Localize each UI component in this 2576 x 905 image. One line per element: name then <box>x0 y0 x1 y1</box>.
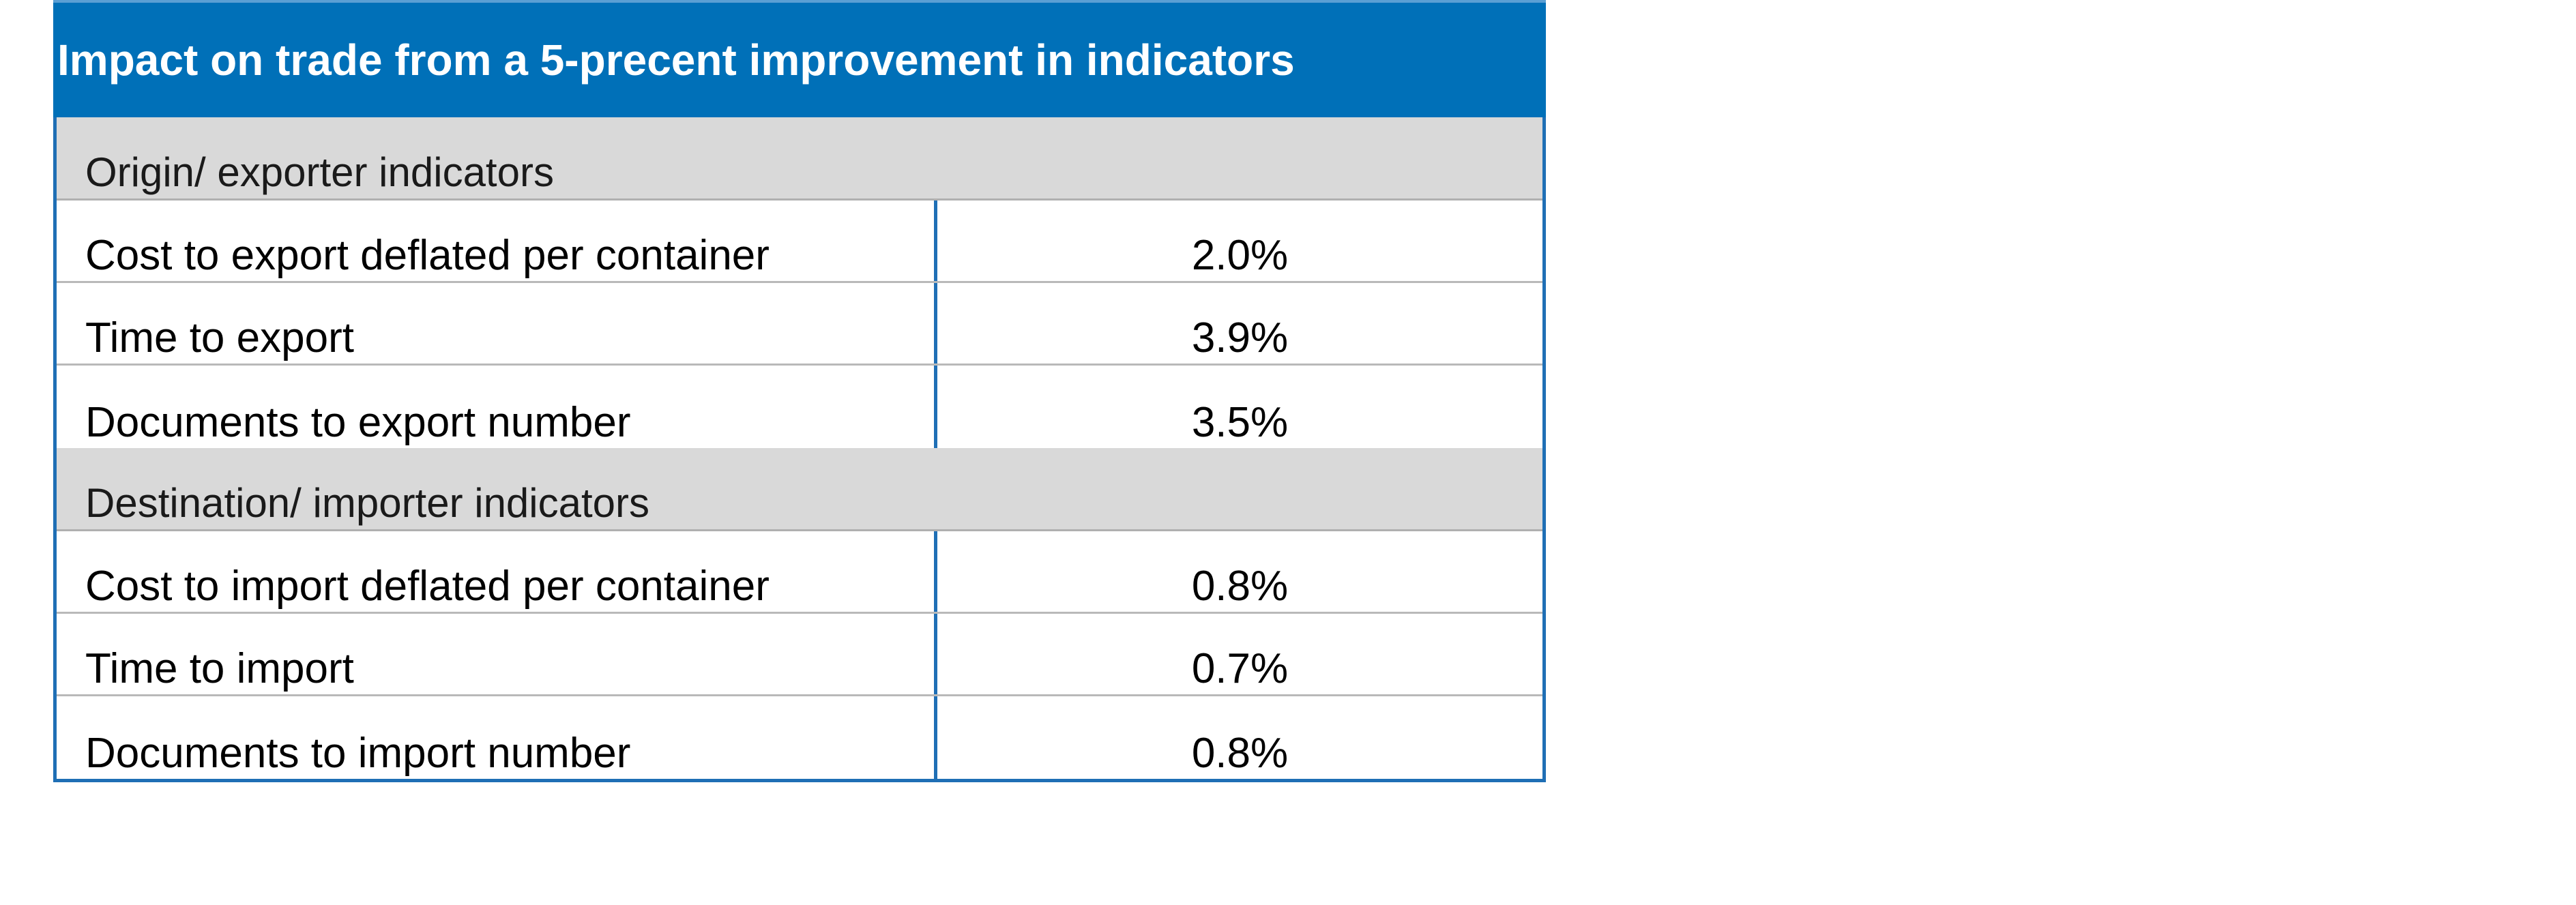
row-label: Cost to import deflated per container <box>57 531 937 612</box>
impact-table: Impact on trade from a 5-precent improve… <box>53 0 1546 782</box>
row-label: Documents to export number <box>57 366 937 448</box>
table-row: Cost to import deflated per container 0.… <box>57 531 1542 614</box>
row-value: 0.7% <box>1191 645 1289 692</box>
section-heading-destination: Destination/ importer indicators <box>57 448 1542 531</box>
table-row: Documents to import number 0.8% <box>57 696 1542 779</box>
table-row: Documents to export number 3.5% <box>57 366 1542 448</box>
row-value: 3.5% <box>1191 399 1289 446</box>
table-row: Cost to export deflated per container 2.… <box>57 201 1542 283</box>
row-value: 3.9% <box>1191 314 1289 361</box>
row-label: Time to export <box>57 283 937 364</box>
table-title: Impact on trade from a 5-precent improve… <box>53 0 1546 117</box>
row-label: Documents to import number <box>57 696 937 779</box>
row-value: 0.8% <box>1191 730 1289 777</box>
table-row: Time to import 0.7% <box>57 614 1542 696</box>
row-label: Time to import <box>57 614 937 694</box>
row-value: 2.0% <box>1191 232 1289 279</box>
section-heading-origin: Origin/ exporter indicators <box>57 117 1542 201</box>
table-body: Origin/ exporter indicators Cost to expo… <box>53 117 1546 782</box>
row-value: 0.8% <box>1191 563 1289 610</box>
row-label: Cost to export deflated per container <box>57 201 937 281</box>
table-row: Time to export 3.9% <box>57 283 1542 366</box>
